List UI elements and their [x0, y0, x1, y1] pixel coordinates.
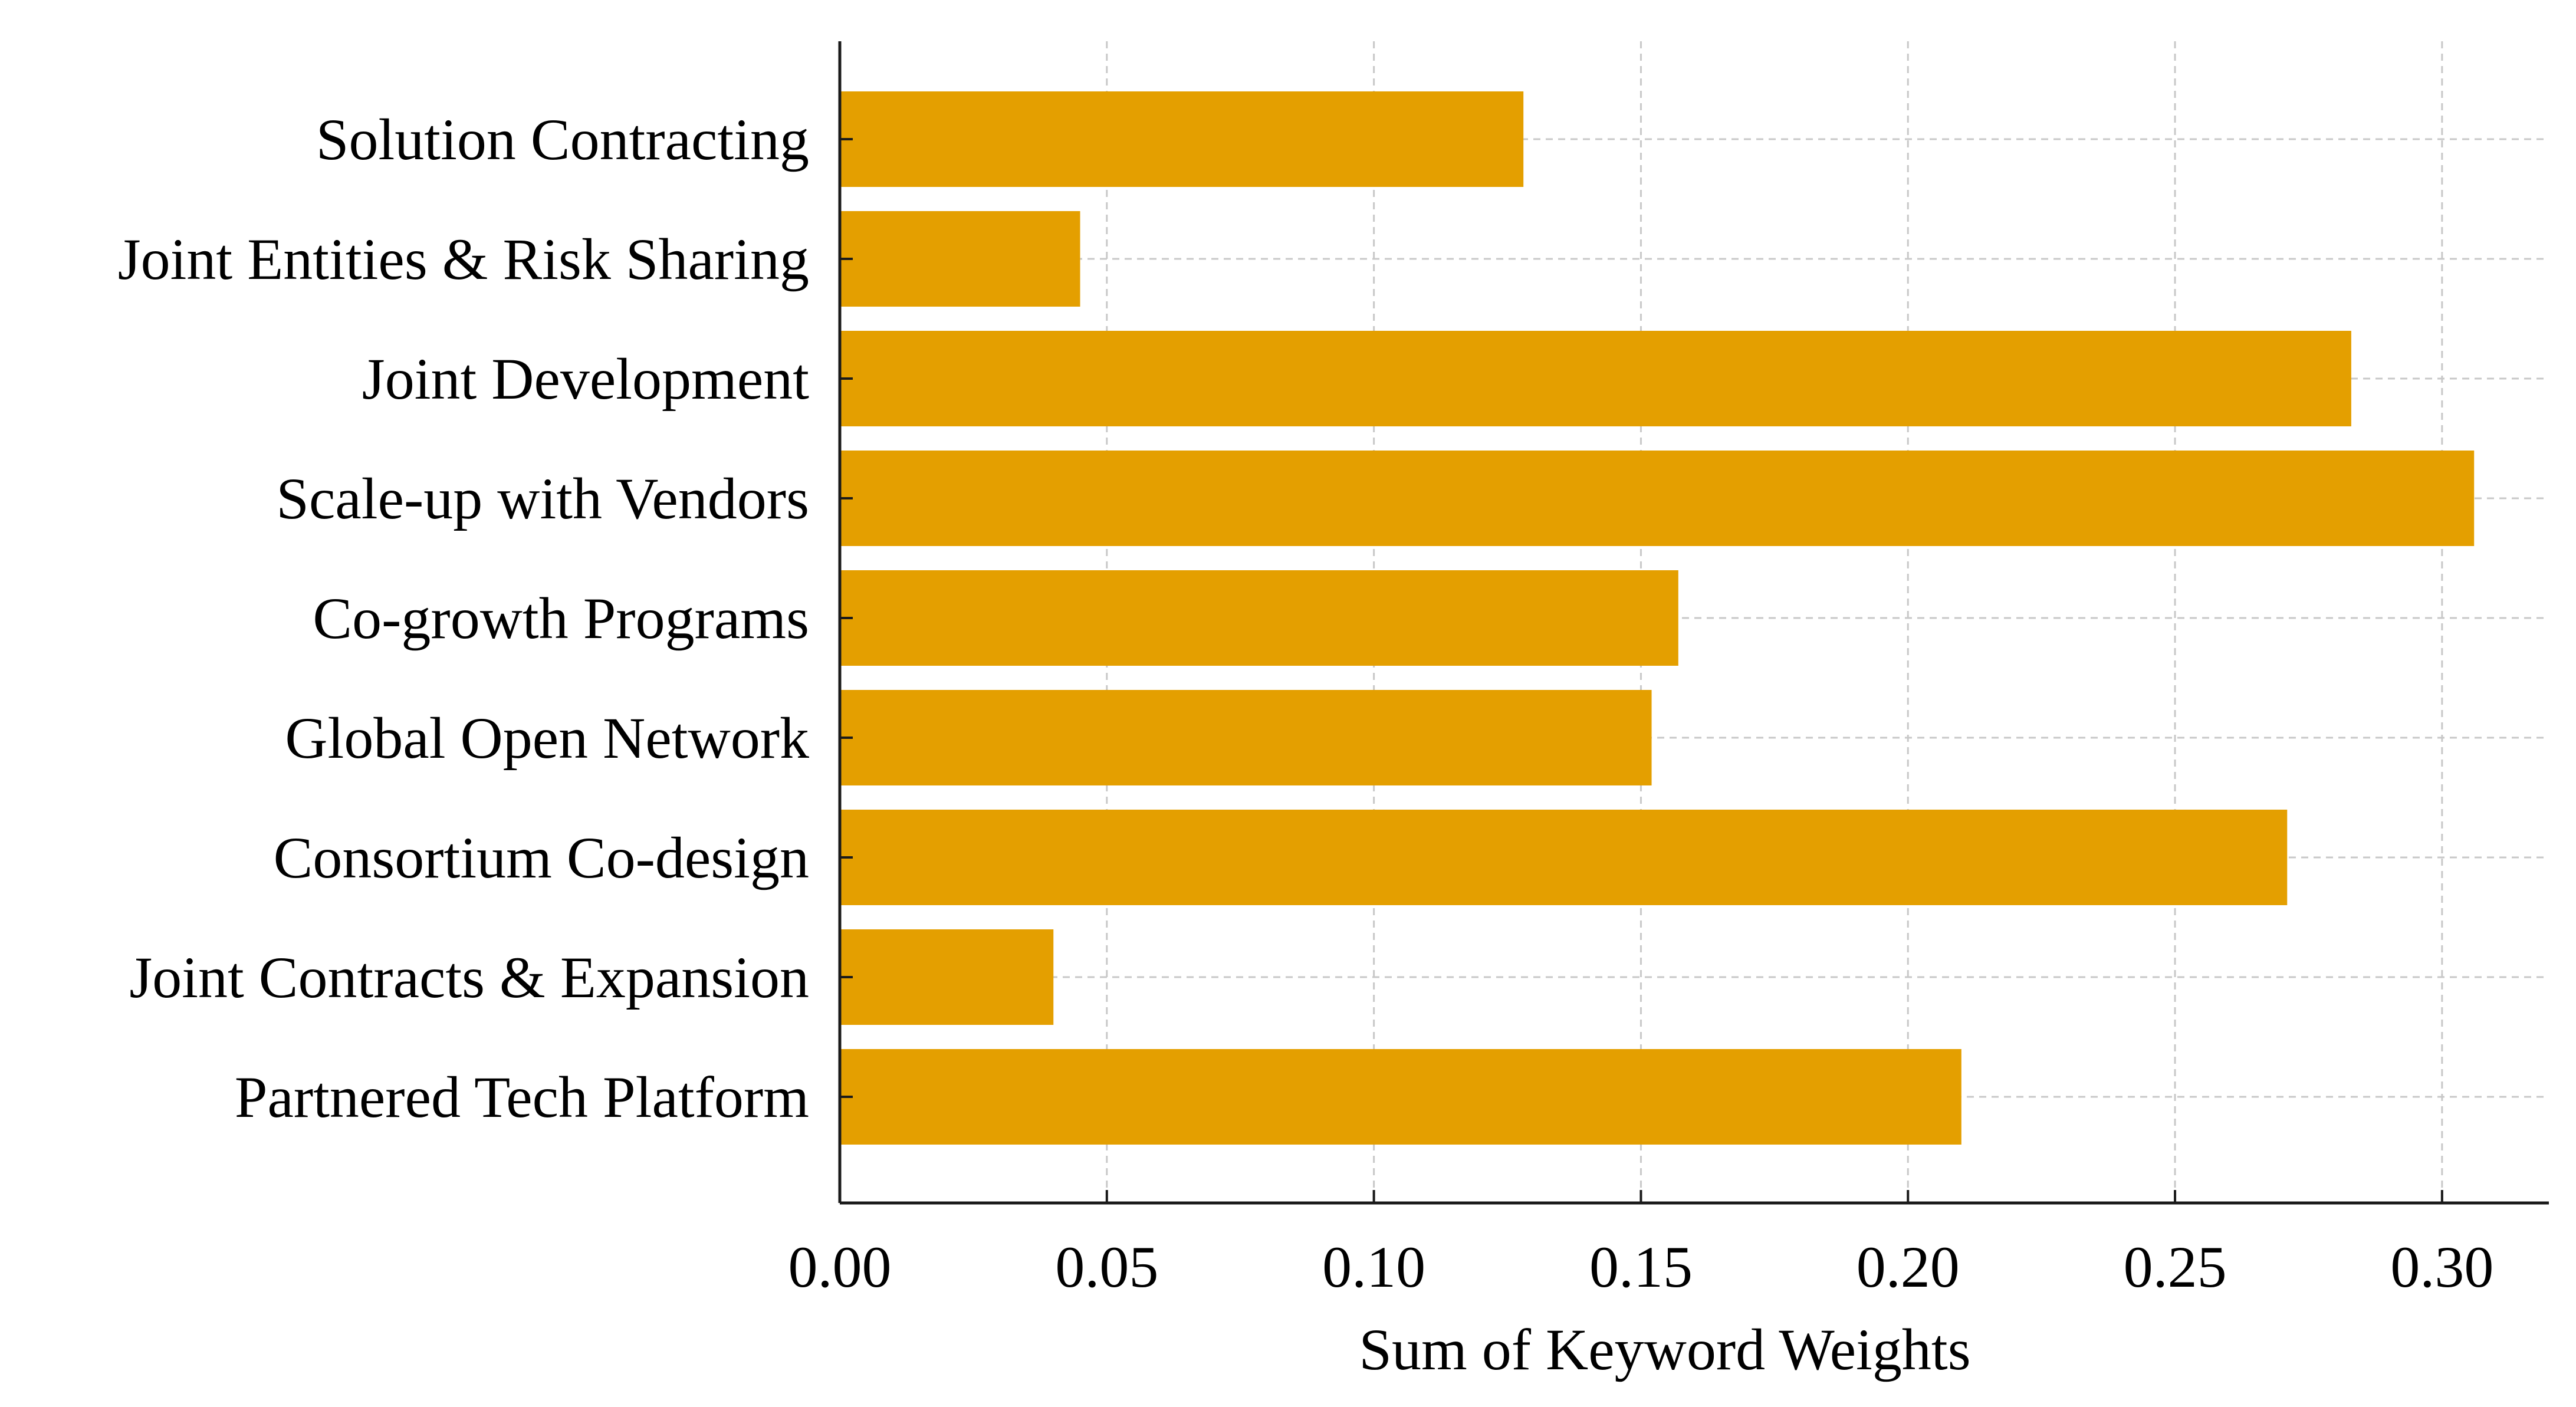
- x-tick-label: 0.25: [2124, 1234, 2227, 1300]
- bar: [840, 929, 1054, 1025]
- bar: [840, 690, 1652, 785]
- y-tick-label: Consortium Co-design: [274, 825, 809, 890]
- bars: [840, 91, 2475, 1145]
- bar: [840, 211, 1080, 307]
- x-tick-label: 0.20: [1857, 1234, 1960, 1300]
- x-tick-label: 0.00: [788, 1234, 892, 1300]
- y-tick-label: Joint Development: [362, 346, 809, 412]
- bar: [840, 91, 1524, 187]
- x-tick-label: 0.05: [1055, 1234, 1158, 1300]
- y-tick-label: Joint Contracts & Expansion: [129, 945, 809, 1010]
- bar: [840, 810, 2288, 905]
- axes: [838, 41, 2549, 1205]
- y-tick-label: Solution Contracting: [316, 107, 809, 172]
- x-tick-label: 0.10: [1322, 1234, 1425, 1300]
- x-axis-title: Sum of Keyword Weights: [1359, 1317, 1970, 1382]
- x-tick-label: 0.30: [2390, 1234, 2493, 1300]
- y-tick-label: Co-growth Programs: [313, 586, 809, 651]
- y-tick-label: Partnered Tech Platform: [235, 1064, 809, 1130]
- y-tick-label: Global Open Network: [285, 705, 809, 771]
- bar: [840, 570, 1678, 666]
- y-tick-label: Scale-up with Vendors: [276, 466, 809, 531]
- bar: [840, 1049, 1961, 1145]
- bar: [840, 451, 2475, 546]
- tick-labels: 0.00 0.05 0.10 0.15 0.20 0.25 0.30 Solution Con…: [118, 107, 2494, 1300]
- y-tick-label: Joint Entities & Risk Sharing: [118, 226, 809, 292]
- bar: [840, 331, 2351, 426]
- x-tick-label: 0.15: [1589, 1234, 1693, 1300]
